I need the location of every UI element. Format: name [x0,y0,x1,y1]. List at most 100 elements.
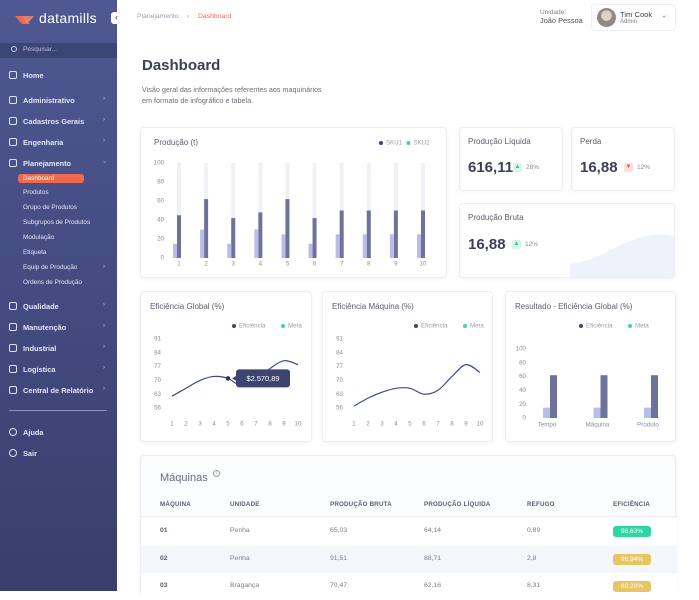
info-icon[interactable]: i [213,470,220,477]
menu-icon [9,449,17,457]
submenu-item[interactable]: Grupo de Produtos [23,204,77,211]
kpi-value: 16,88 [468,236,506,253]
submenu-item[interactable]: Equip de Produção [23,264,78,271]
x-tick-label: 8 [268,421,272,428]
chart-card: Produção (t) SKU1 SKU2 0 20 40 60 80 100 1 2 3 4 5 6 7 8… [140,127,447,278]
bar-track [231,163,236,258]
column-header: PRODUÇÃO LÍQUIDA [424,501,491,508]
menu-item[interactable]: Logística [23,365,56,374]
bar [204,199,209,258]
legend-marker [281,324,285,328]
bar [543,407,550,418]
kpi-value: 616,11 [468,159,514,176]
x-tick-label: 1 [177,261,181,268]
chart: Eficiência Máquina (%)Eficiência Meta5663… [332,302,484,428]
y-tick-label: 100 [154,160,165,167]
bar [651,375,658,418]
menu-item[interactable]: Home [23,71,44,80]
breadcrumb-item: Dashboard [198,13,232,20]
bar [308,243,313,258]
y-tick-label: 91 [336,336,343,343]
bar [281,234,286,258]
menu-item[interactable]: Qualidade [23,302,59,311]
menu-item[interactable]: Sair [23,449,37,458]
submenu-item[interactable]: Subgrupos de Produtos [23,219,91,226]
submenu-item[interactable]: Dashboard [18,174,84,183]
menu-item[interactable]: Planejamento [23,159,72,168]
kpi-change: 28% [526,164,540,171]
collapse-button[interactable]: ‹ [111,12,122,24]
user-menu[interactable]: Tim Cook Admin › [591,4,676,31]
bar [644,407,651,418]
unit: João Pessoa [540,16,583,25]
y-tick-label: 77 [154,363,161,370]
x-tick-label: 2 [366,421,370,428]
submenu-item[interactable]: Ordens de Produção [23,279,82,286]
chart-title: Resultado - Eficiência Global (%) [515,302,633,311]
page-description: Visão geral das informações referentes a… [142,85,322,105]
x-tick-label: 9 [282,421,286,428]
menu-arrow: › [103,302,105,308]
kpi-label: Perda [580,137,602,146]
y-tick-label: 60 [519,373,526,380]
search-box[interactable]: Pesquisar... [0,43,117,58]
menu-item[interactable]: Industrial [23,344,57,353]
legend-label: Eficiência [421,323,448,330]
search-icon [11,46,17,52]
bar [393,210,398,258]
table-cell: 03 [160,582,168,589]
y-tick-label: 63 [336,391,343,398]
menu-item[interactable]: Manutenção [23,323,67,332]
brand: datamills [39,10,97,26]
menu-item[interactable]: Engenharia [23,138,64,147]
column-header: REFUGO [527,501,555,508]
menu-item[interactable]: Ajuda [23,428,44,437]
menu-icon [9,365,17,373]
y-tick-label: 60 [157,198,164,205]
menu-icon [9,117,17,125]
bar-track [312,163,317,258]
table-cell: 01 [160,527,168,534]
submenu-item[interactable]: Modulação [23,234,55,241]
line [171,360,299,397]
legend-marker [232,324,236,328]
table-cell: 0,89 [527,527,541,534]
legend-label: Meta [635,323,649,330]
x-tick-label: 2 [204,261,208,268]
menu-arrow: › [103,264,105,270]
bar [421,210,425,258]
y-tick-label: 40 [157,217,164,224]
efficiency-badge: 88,20% [613,581,651,592]
table-row [141,518,677,545]
y-tick-label: 84 [154,349,161,356]
breadcrumb-item[interactable]: Planejamento [137,13,179,20]
kpi-card: Produção Líquida 616,11 ▲ 28% [459,127,563,191]
y-tick-label: 20 [157,236,164,243]
y-tick-label: 80 [157,179,164,186]
x-tick-label: 2 [184,421,188,428]
chart-card: Eficiência Máquina (%) Eficiência Meta 56 63… [322,291,493,442]
legend-marker [414,324,418,328]
legend-marker [406,141,411,145]
y-tick-label: 0 [161,255,165,262]
x-tick-label: 6 [422,421,426,428]
x-tick-label: 5 [286,261,290,268]
y-tick-label: 70 [154,377,161,384]
legend-label: SKU1 [386,140,403,147]
submenu-item[interactable]: Produtos [23,189,49,196]
menu-item[interactable]: Central de Relatório [23,386,94,395]
table-cell: Penha [230,554,250,562]
trend-badge: ▲ [513,163,522,172]
menu-icon [9,428,17,436]
legend-marker [379,141,383,145]
table-cell: 70,47 [330,582,348,589]
menu-item[interactable]: Cadastros Gerais [23,117,85,126]
bar [258,212,263,258]
trend-badge: ▲ [512,240,521,249]
x-tick-label: 6 [313,261,317,268]
legend-label: Eficiência [239,323,266,330]
unit-label: Unidade: [540,9,567,16]
menu-item[interactable]: Administrativo [23,96,75,105]
submenu-item[interactable]: Etiqueta [23,249,47,256]
menu-icon [9,302,17,310]
